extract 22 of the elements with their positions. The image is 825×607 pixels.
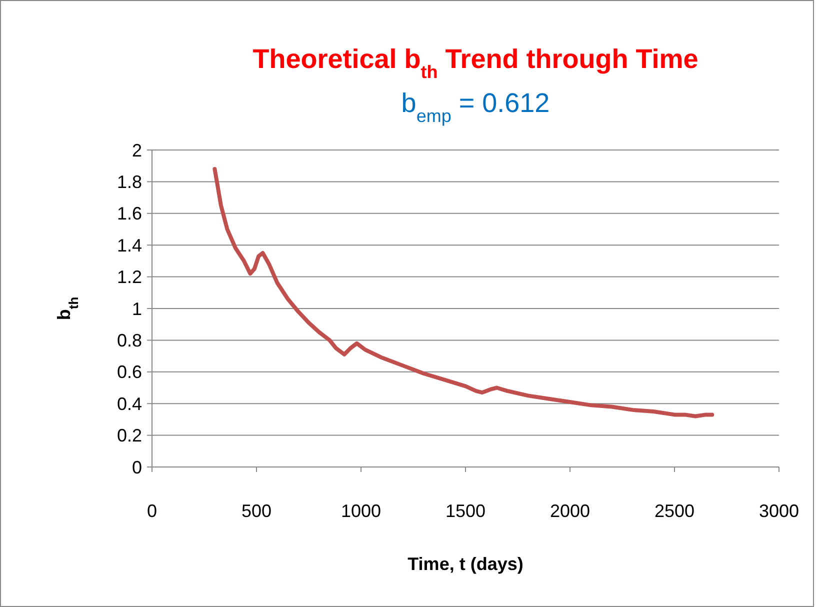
x-tick-label: 2000 xyxy=(550,501,590,521)
line-series xyxy=(212,167,714,418)
y-tick-label: 1.2 xyxy=(116,267,142,288)
x-tick-label: 3000 xyxy=(758,501,800,521)
y-tick-label: 0.8 xyxy=(116,330,142,350)
y-tick-label: 0 xyxy=(132,457,142,478)
y-tick-label: 2 xyxy=(132,140,142,160)
x-axis-title: Time, t (days) xyxy=(408,554,524,574)
chart-subtitle: b$_{emp}$ = 0.612 xyxy=(401,88,550,126)
y-tick-label: 0.2 xyxy=(116,426,142,446)
y-tick-label: 0.4 xyxy=(116,394,142,414)
y-tick-label: 1.6 xyxy=(116,204,142,224)
x-tick-label: 2500 xyxy=(654,501,695,521)
x-tick-label: 0 xyxy=(146,501,158,521)
y-tick-label: 1.8 xyxy=(116,172,142,192)
x-tick-label: 500 xyxy=(241,501,272,521)
y-tick-label: 1.4 xyxy=(116,235,142,256)
chart-title: Theoretical b$_{th}$ Trend through Time xyxy=(252,44,698,82)
y-tick-label: 1 xyxy=(132,298,142,319)
x-tick-label: 1000 xyxy=(340,501,382,521)
y-tick-label: 0.6 xyxy=(116,362,142,382)
x-tick-label: 1500 xyxy=(445,501,486,521)
